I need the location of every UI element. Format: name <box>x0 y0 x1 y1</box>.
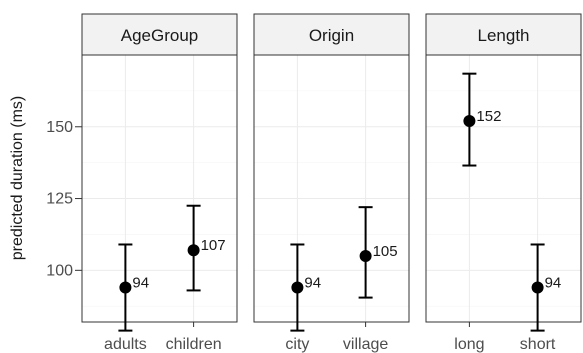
facet-strip <box>81 13 238 56</box>
data-point <box>359 249 372 262</box>
data-label: 107 <box>201 237 226 254</box>
facet-panel-origin: Origin city village 94 105 <box>253 13 410 353</box>
data-label: 94 <box>132 275 149 292</box>
data-point <box>291 281 304 294</box>
x-tick-label: adults <box>104 336 147 353</box>
facet-panel-agegroup: AgeGroup adults children 94 107 <box>81 13 238 353</box>
data-label: 152 <box>476 108 501 125</box>
panel-background <box>82 55 237 322</box>
data-label: 105 <box>373 243 398 260</box>
y-tick-label: 125 <box>46 191 73 208</box>
facet-title: Origin <box>309 26 354 45</box>
x-tick-label: short <box>520 336 556 353</box>
panel-background <box>426 55 581 322</box>
facet-strip <box>253 13 410 56</box>
x-tick-label: city <box>285 336 309 353</box>
x-tick-label: long <box>454 336 484 353</box>
facet-title: AgeGroup <box>121 26 199 45</box>
data-label: 94 <box>304 275 321 292</box>
data-point <box>531 281 544 294</box>
data-point <box>119 281 132 294</box>
y-axis-label: predicted duration (ms) <box>9 96 26 261</box>
facet-strip <box>425 13 582 56</box>
y-tick-label: 100 <box>46 262 73 279</box>
y-tick-label: 150 <box>46 119 73 136</box>
panel-background <box>254 55 409 322</box>
data-point <box>463 115 476 128</box>
facet-title: Length <box>478 26 530 45</box>
facet-panel-length: Length long short 152 94 <box>425 13 582 353</box>
x-tick-label: children <box>166 336 222 353</box>
data-point <box>187 244 200 257</box>
data-label: 94 <box>545 275 562 292</box>
x-tick-label: village <box>343 336 388 353</box>
